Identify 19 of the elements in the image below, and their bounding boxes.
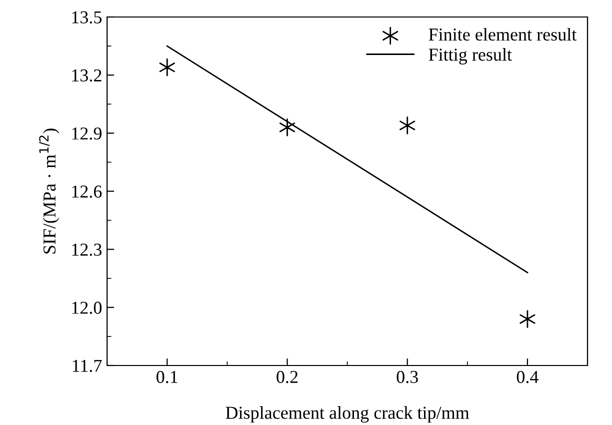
y-tick-label: 12.3	[72, 244, 102, 256]
y-tick-label: 12.9	[72, 127, 102, 140]
legend-label: Finite element result	[428, 28, 577, 41]
y-tick-label: 13.2	[72, 69, 102, 82]
y-tick-label: 12.0	[72, 302, 102, 314]
x-axis-title: Displacement along crack tip/mm	[226, 406, 470, 423]
point	[159, 58, 175, 76]
point	[520, 310, 536, 328]
y-tick-label: 11.7	[72, 360, 102, 372]
legend-label: Fittig result	[428, 48, 512, 64]
y-axis-title: SIF/(MPa · m$^{1/2}$)	[39, 128, 60, 254]
point	[279, 118, 296, 136]
x-tick-label: 0.1	[156, 370, 178, 384]
x-tick-label: 0.2	[276, 370, 298, 384]
y-tick-label: 12.6	[72, 186, 102, 198]
x-tick-label: 0.3	[396, 370, 418, 384]
point	[400, 116, 416, 134]
x-tick-label: 0.4	[516, 370, 538, 384]
y-tick-label: 13.5	[72, 11, 102, 24]
